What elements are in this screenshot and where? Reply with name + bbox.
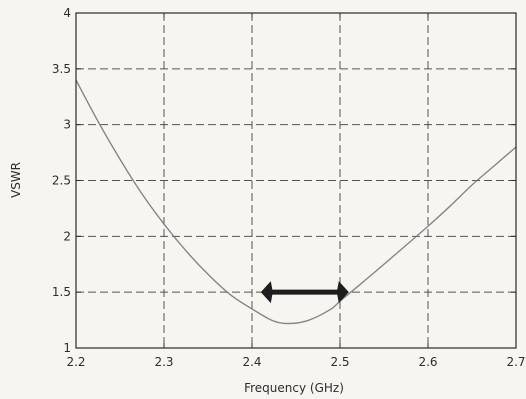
band-arrow-left-head <box>260 281 273 304</box>
grid-lines <box>76 13 516 348</box>
x-tick-label: 2.7 <box>506 355 525 369</box>
tick-labels: 2.2 2.3 2.4 2.5 2.6 2.7 1 1.5 2 2.5 3 3.5 4 <box>52 6 526 369</box>
axes-frame <box>75 12 517 349</box>
vswr-curve <box>75 79 517 325</box>
annotation-layer <box>260 281 349 304</box>
x-tick-label: 2.2 <box>66 355 85 369</box>
x-tick-label: 2.4 <box>242 355 261 369</box>
x-tick-label: 2.6 <box>418 355 437 369</box>
x-axis-title: Frequency (GHz) <box>244 381 344 395</box>
x-tick-label: 2.5 <box>330 355 349 369</box>
y-tick-label: 1.5 <box>52 285 71 299</box>
x-tick-label: 2.3 <box>154 355 173 369</box>
y-axis-title: VSWR <box>9 162 23 198</box>
y-tick-label: 3 <box>63 118 71 132</box>
y-tick-label: 2 <box>63 229 71 243</box>
series-layer <box>75 79 517 325</box>
y-tick-label: 3.5 <box>52 62 71 76</box>
y-tick-label: 2.5 <box>52 174 71 188</box>
band-arrow-right-head <box>336 281 349 304</box>
y-tick-label: 4 <box>63 6 71 20</box>
y-tick-label: 1 <box>63 341 71 355</box>
